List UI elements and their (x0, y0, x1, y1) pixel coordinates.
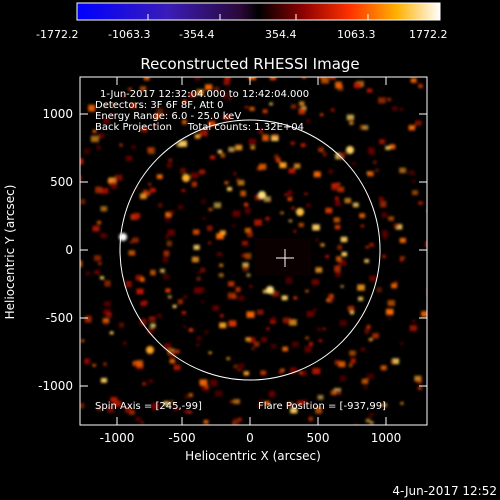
colorbar: -1772.2 -1063.3 -354.4 354.4 1063.3 1772… (36, 2, 448, 41)
plot-frame (79, 76, 428, 426)
colorbar-tick-label: 1772.2 (409, 28, 448, 41)
colorbar-tick-label: -1063.3 (108, 28, 150, 41)
y-tick-label: 1000 (42, 107, 73, 121)
colorbar-tick-label: -1772.2 (36, 28, 78, 41)
footer-timestamp: 4-Jun-2017 12:52 (392, 484, 497, 498)
y-tick-label: 500 (50, 175, 73, 189)
x-axis-label: Heliocentric X (arcsec) (185, 449, 321, 463)
image-annotations: 1-Jun-2017 12:32:04.000 to 12:42:04.000 … (95, 89, 386, 412)
annotation-detectors: Detectors: 3F 6F 8F, Att 0 (95, 100, 223, 111)
x-tick-label: 1000 (371, 431, 402, 445)
y-tick-label: -1000 (38, 379, 73, 393)
solar-limb-circle (119, 119, 381, 381)
y-tick-label: -500 (46, 311, 73, 325)
y-tick-label: 0 (65, 243, 73, 257)
colorbar-gradient (76, 2, 441, 21)
x-tick-label: -500 (168, 431, 195, 445)
annotation-time-range: 1-Jun-2017 12:32:04.000 to 12:42:04.000 (100, 89, 309, 100)
y-axis: 1000 500 0 -500 -1000 Heliocentric Y (ar… (3, 107, 73, 393)
annotation-method-counts: Back Projection Total counts: 1.32E+04 (95, 122, 304, 133)
annotation-energy-range: Energy Range: 6.0 - 25.0 keV (95, 111, 241, 122)
x-axis: -1000 -500 0 500 1000 Heliocentric X (ar… (100, 431, 402, 463)
annotation-flare-position: Flare Position = [-937,99] (258, 401, 386, 412)
x-tick-label: 0 (246, 431, 254, 445)
plot-title: Reconstructed RHESSI Image (140, 55, 359, 73)
colorbar-tick-label: 1063.3 (337, 28, 376, 41)
spin-axis-marker (276, 249, 294, 267)
colorbar-tick-label: -354.4 (179, 28, 214, 41)
central-dark-region (255, 238, 311, 276)
x-tick-label: -1000 (100, 431, 135, 445)
annotation-spin-axis: Spin Axis = [245,-99] (95, 401, 202, 412)
x-tick-label: 500 (307, 431, 330, 445)
axis-ticks (80, 77, 427, 425)
y-axis-label: Heliocentric Y (arcsec) (3, 185, 17, 320)
colorbar-tick-label: 354.4 (265, 28, 297, 41)
